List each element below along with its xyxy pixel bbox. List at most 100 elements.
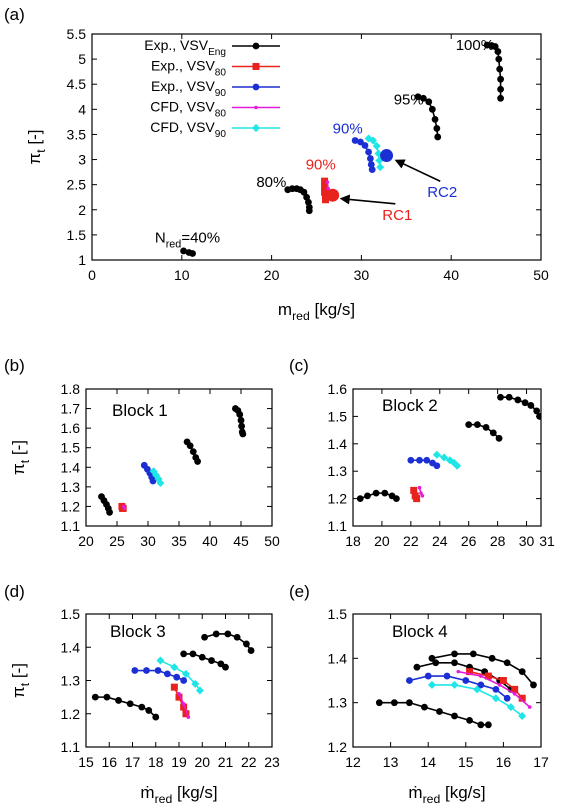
x-tick-label: 30 xyxy=(519,533,535,549)
annotation-label: 90% xyxy=(306,157,336,174)
x-tick-label: 40 xyxy=(443,267,459,283)
legend-entry-label: CFD, VSV80 xyxy=(150,99,226,120)
chart-panel-d: 15 16 17 18 19 20 21 22 23 1.1 1.2 1.3 1.4 1.5 (d) ṁred… xyxy=(4,582,280,806)
data-point xyxy=(514,396,522,404)
plot-area xyxy=(180,41,504,257)
data-point xyxy=(466,668,474,676)
data-point xyxy=(488,654,496,662)
x-tick-label: 18 xyxy=(345,533,361,549)
data-point xyxy=(492,685,500,693)
data-point xyxy=(208,657,215,664)
data-point xyxy=(462,677,470,684)
data-point xyxy=(372,489,380,497)
data-point xyxy=(497,94,504,102)
data-point xyxy=(365,148,372,156)
plot-frame xyxy=(352,388,542,527)
data-point xyxy=(222,663,229,671)
y-tick-label: 4.5 xyxy=(67,76,87,92)
data-point xyxy=(300,188,308,196)
annotation-arrow xyxy=(339,194,396,205)
data-point xyxy=(212,630,220,638)
data-point xyxy=(424,672,432,680)
data-point xyxy=(479,674,483,678)
y-tick-label: 1.1 xyxy=(328,518,348,534)
data-point xyxy=(181,669,190,678)
data-point xyxy=(536,413,541,420)
data-point xyxy=(511,685,519,693)
data-point xyxy=(419,491,423,495)
data-point xyxy=(321,196,329,204)
data-point xyxy=(512,692,517,696)
legend-entry-label: Exp., VSV80 xyxy=(151,58,226,79)
y-tick-label: 3 xyxy=(78,152,86,168)
data-point xyxy=(321,183,329,191)
plot-frame xyxy=(91,33,542,261)
data-point xyxy=(491,694,500,703)
legend-entry-label: CFD, VSV90 xyxy=(150,119,226,140)
plot-area xyxy=(375,650,537,729)
data-point xyxy=(198,653,206,661)
y-tick-label: 1.6 xyxy=(61,420,81,436)
data-point xyxy=(434,133,442,141)
data-point xyxy=(369,136,378,145)
data-point xyxy=(494,48,502,55)
x-tick-label: 14 xyxy=(420,754,436,770)
x-tick-label: 23 xyxy=(264,754,280,770)
data-point xyxy=(156,656,165,665)
data-point xyxy=(381,489,389,497)
panel-label: (b) xyxy=(4,356,25,375)
y-tick-label: 1.5 xyxy=(67,227,87,243)
y-tick-label: 1.3 xyxy=(328,695,348,711)
y-tick-label: 1.4 xyxy=(61,459,81,475)
data-point xyxy=(189,650,197,658)
y-tick-label: 1.2 xyxy=(61,498,81,514)
data-point xyxy=(425,98,433,106)
legend-entry-label: Exp., VSV90 xyxy=(151,78,226,99)
data-point xyxy=(375,699,383,707)
data-point xyxy=(103,693,111,701)
block-title: Block 4 xyxy=(392,622,448,641)
data-point xyxy=(495,434,503,442)
legend-swatch-marker xyxy=(252,83,260,91)
x-tick-label: 20 xyxy=(194,754,210,770)
y-tick-label: 2 xyxy=(78,202,86,218)
data-point xyxy=(451,650,458,658)
chart-panel-e: 12 13 14 15 16 17 1.2 1.3 1.4 1.5 (e) ṁred [kg/s] Bl… xyxy=(289,582,549,806)
x-tick-label: 16 xyxy=(101,754,117,770)
data-point xyxy=(91,693,99,701)
data-point xyxy=(518,668,526,676)
y-axis-label: πt [-] xyxy=(9,663,32,698)
data-point xyxy=(443,672,451,680)
x-axis-label: mred [kg/s] xyxy=(278,300,355,323)
series-line xyxy=(95,696,157,718)
x-tick-label: 26 xyxy=(461,533,477,549)
data-point xyxy=(390,699,398,707)
data-point xyxy=(417,485,422,490)
y-tick-label: 5 xyxy=(78,51,86,67)
data-point xyxy=(406,699,413,707)
data-point xyxy=(143,667,150,674)
data-point xyxy=(419,94,427,102)
data-point xyxy=(450,680,459,689)
data-point xyxy=(180,650,188,658)
data-point xyxy=(484,672,492,680)
panel-label: (e) xyxy=(289,582,310,601)
x-tick-label: 30 xyxy=(354,267,370,283)
data-point xyxy=(533,407,541,415)
data-point xyxy=(451,659,458,667)
data-point xyxy=(152,713,160,721)
data-point xyxy=(527,705,532,709)
data-point xyxy=(518,711,527,720)
data-point xyxy=(433,125,441,132)
legend-swatch-marker xyxy=(254,105,258,110)
x-tick-label: 16 xyxy=(496,754,512,770)
y-tick-label: 1.5 xyxy=(61,440,81,456)
annotation-label: RC1 xyxy=(382,207,412,224)
data-point xyxy=(414,93,422,101)
data-point xyxy=(115,697,122,704)
x-tick-label: 35 xyxy=(171,533,187,549)
data-point xyxy=(497,683,502,687)
data-point xyxy=(491,43,499,50)
data-point xyxy=(325,180,330,184)
data-point xyxy=(170,683,178,691)
